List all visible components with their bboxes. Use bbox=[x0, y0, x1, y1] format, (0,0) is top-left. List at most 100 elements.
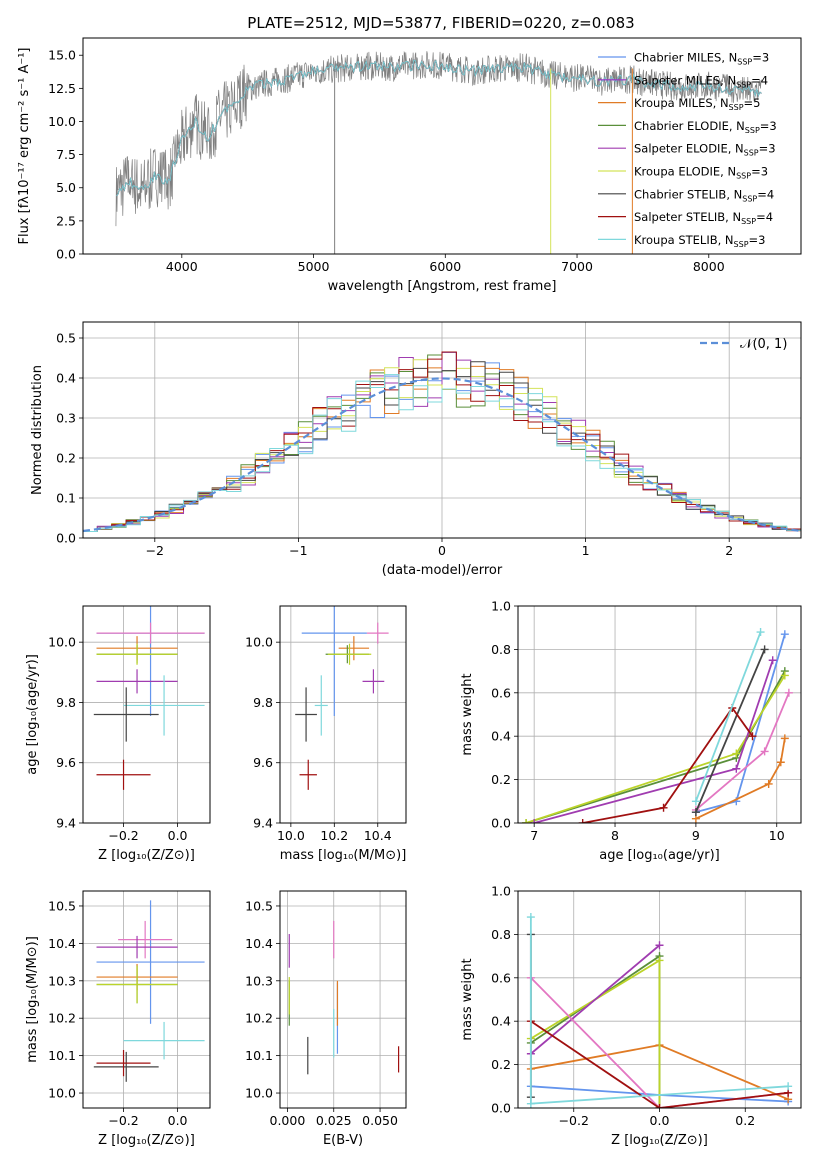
tick-label-x: −0.2 bbox=[108, 828, 138, 843]
errorbar-point bbox=[96, 965, 178, 1004]
tick-label-y: 5.0 bbox=[56, 180, 76, 195]
tick-label-y: 10.4 bbox=[245, 936, 273, 951]
plot-area bbox=[288, 920, 400, 1075]
tick-label-x: −2 bbox=[146, 543, 164, 558]
tick-label-y: 0.5 bbox=[56, 331, 76, 346]
series-marker bbox=[732, 764, 741, 773]
tick-label-y: 0.4 bbox=[491, 729, 511, 744]
tick-label-y: 0.6 bbox=[491, 970, 511, 985]
tick-label-y: 2.5 bbox=[56, 213, 76, 228]
errorbar-point bbox=[96, 643, 178, 665]
tick-label-x: 10.0 bbox=[277, 828, 305, 843]
legend-entry: Salpeter MILES, NSSP=4 bbox=[634, 73, 768, 89]
histogram-line bbox=[83, 361, 801, 532]
x-axis-label: age [log₁₀(age/yr)] bbox=[599, 848, 720, 863]
tick-label-x: 4000 bbox=[166, 259, 198, 274]
figure-title: PLATE=2512, MJD=53877, FIBERID=0220, z=0… bbox=[247, 14, 634, 32]
x-axis-label: wavelength [Angstrom, rest frame] bbox=[328, 279, 557, 294]
series-marker bbox=[655, 956, 664, 965]
errorbar-point bbox=[362, 669, 385, 694]
series-line bbox=[530, 944, 661, 1055]
tick-label-x: 0.0 bbox=[168, 828, 188, 843]
chart-mass-vs-Z: −0.2 0.0 10.0 10.1 10.2 10.3 10.4 10.5 Z [log₁₀(… bbox=[25, 890, 211, 1148]
series-marker bbox=[732, 749, 741, 758]
series-line bbox=[695, 649, 766, 813]
tick-label-x: 0.2 bbox=[735, 1113, 755, 1128]
tick-label-y: 0.2 bbox=[491, 1057, 511, 1072]
series-marker bbox=[780, 734, 789, 743]
series-marker bbox=[578, 819, 587, 823]
chart-residuals: −2 −1 0 1 2 0.0 0.1 0.2 0.3 0.4 0.5 (data-model)/er… bbox=[30, 321, 802, 578]
chart-age-vs-mass: 10.0 10.2 10.4 9.4 9.6 9.8 10.0 mass [log₁₀(M/M… bbox=[245, 605, 407, 863]
tick-label-y: 15.0 bbox=[48, 48, 76, 63]
normal-curve bbox=[83, 377, 801, 533]
tick-label-y: 10.5 bbox=[48, 898, 76, 913]
series-marker bbox=[776, 758, 785, 767]
series-line bbox=[695, 738, 786, 820]
tick-label-x: 10.2 bbox=[320, 828, 348, 843]
chart-spectrum: 4000 5000 6000 7000 8000 0.0 2.5 5.0 7.5 10.0 12.5… bbox=[17, 37, 802, 294]
chart-age-vs-Z: −0.2 0.0 9.4 9.6 9.8 10.0 Z [log₁₀(Z/Z⊙)] age [… bbox=[25, 605, 211, 863]
series-marker bbox=[780, 671, 789, 680]
legend-entry: Kroupa ELODIE, NSSP=3 bbox=[634, 165, 768, 181]
tick-label-y: 0.8 bbox=[491, 927, 511, 942]
errorbar-point bbox=[96, 669, 178, 694]
tick-label-y: 10.0 bbox=[245, 635, 273, 650]
plot-area bbox=[526, 913, 793, 1108]
tick-label-y: 0.1 bbox=[56, 491, 76, 506]
legend: Chabrier MILES, NSSP=3 Salpeter MILES, NS… bbox=[598, 51, 777, 249]
tick-label-y: 10.0 bbox=[48, 1086, 76, 1101]
tick-label-x: 9 bbox=[692, 828, 700, 843]
plot-area bbox=[93, 606, 205, 790]
tick-label-y: 12.5 bbox=[48, 81, 76, 96]
errorbar-point bbox=[295, 687, 317, 742]
tick-label-y: 9.8 bbox=[56, 695, 76, 710]
y-axis-label: mass [log₁₀(M/M⊙)] bbox=[25, 936, 40, 1063]
tick-label-y: 10.4 bbox=[48, 936, 76, 951]
tick-label-y: 10.2 bbox=[48, 1011, 76, 1026]
tick-label-y: 0.4 bbox=[56, 371, 76, 386]
series-marker bbox=[768, 656, 777, 665]
tick-label-y: 0.2 bbox=[491, 772, 511, 787]
series-marker bbox=[784, 688, 793, 697]
errorbar-point bbox=[93, 687, 159, 742]
errorbar-point bbox=[96, 622, 205, 644]
legend-entry: Kroupa STELIB, NSSP=3 bbox=[634, 233, 765, 249]
legend-entry: Salpeter STELIB, NSSP=4 bbox=[634, 210, 773, 226]
tick-label-y: 0.6 bbox=[491, 685, 511, 700]
x-axis-label: Z [log₁₀(Z/Z⊙)] bbox=[98, 848, 195, 863]
errorbar-point bbox=[299, 759, 317, 790]
axes-frame bbox=[82, 37, 802, 255]
legend-entry: Salpeter ELODIE, NSSP=3 bbox=[634, 142, 776, 158]
series-line bbox=[530, 1020, 789, 1108]
tick-label-y: 10.3 bbox=[48, 973, 76, 988]
series-line bbox=[525, 674, 786, 823]
plot-area bbox=[522, 628, 793, 823]
errorbar-point bbox=[123, 675, 205, 736]
tick-label-y: 1.0 bbox=[491, 599, 511, 614]
errorbar-point bbox=[93, 1051, 159, 1082]
plot-area bbox=[83, 351, 801, 533]
errorbar-point bbox=[118, 920, 173, 959]
x-axis-label: E(B-V) bbox=[323, 1133, 363, 1148]
series-line bbox=[530, 954, 661, 1108]
series-marker bbox=[760, 747, 769, 756]
tick-label-x: −0.2 bbox=[559, 1113, 589, 1128]
tick-label-x: 0.025 bbox=[316, 1113, 352, 1128]
series-marker bbox=[780, 630, 789, 639]
legend-entry: Chabrier STELIB, NSSP=4 bbox=[634, 187, 774, 203]
histogram-line bbox=[83, 359, 801, 532]
series-marker bbox=[691, 808, 700, 817]
tick-label-x: 6000 bbox=[429, 259, 461, 274]
tick-label-x: 0.0 bbox=[650, 1113, 670, 1128]
histogram-line bbox=[83, 351, 801, 532]
series-marker bbox=[756, 628, 765, 637]
tick-label-y: 7.5 bbox=[56, 147, 76, 162]
series-marker bbox=[530, 819, 539, 823]
x-axis-label: Z [log₁₀(Z/Z⊙)] bbox=[98, 1133, 195, 1148]
y-axis-label: Normed distribution bbox=[30, 365, 45, 495]
tick-label-x: 10 bbox=[769, 828, 785, 843]
tick-label-x: 2 bbox=[725, 543, 733, 558]
tick-label-y: 1.0 bbox=[491, 884, 511, 899]
legend-entry: Chabrier ELODIE, NSSP=3 bbox=[634, 119, 777, 135]
